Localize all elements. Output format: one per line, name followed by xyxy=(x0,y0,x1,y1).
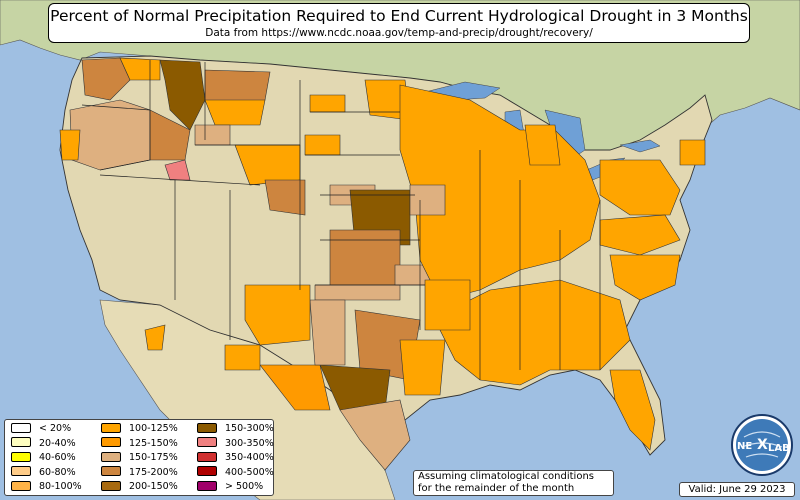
legend-item: 150-175% xyxy=(101,451,178,464)
legend-label: 20-40% xyxy=(39,437,76,449)
region-or-coast xyxy=(59,129,81,161)
legend-item: 400-500% xyxy=(197,466,274,479)
legend-label: 150-175% xyxy=(129,452,178,463)
legend-item: < 20% xyxy=(11,422,72,435)
legend-swatch xyxy=(197,466,217,476)
region-co xyxy=(264,179,306,216)
legend-label: 200-150% xyxy=(129,481,178,492)
legend-item: 80-100% xyxy=(11,480,82,493)
logo-text-right: LAB xyxy=(768,443,790,454)
legend-item: 300-350% xyxy=(197,437,274,450)
legend-item: 150-300% xyxy=(197,422,274,435)
climatology-note: Assuming climatological conditions for t… xyxy=(413,470,614,496)
legend-item: 350-400% xyxy=(197,451,274,464)
legend-swatch xyxy=(101,437,121,447)
region-montana-c xyxy=(204,99,266,126)
region-florida xyxy=(609,369,656,451)
logo-x-mark: X xyxy=(757,437,768,453)
legend-item: 20-40% xyxy=(11,437,76,450)
region-ny xyxy=(679,139,706,166)
legend-item: 60-80% xyxy=(11,466,76,479)
lake-ontario xyxy=(619,139,661,153)
legend-swatch xyxy=(197,480,217,491)
legend-label: 400-500% xyxy=(225,466,274,478)
legend: < 20% 20-40% 40-60% 60-80% 80-100% 100-125% 12… xyxy=(4,419,274,496)
drought-regions xyxy=(59,57,706,471)
region-ar xyxy=(424,279,471,331)
legend-label: < 20% xyxy=(39,423,72,434)
region-ca-s xyxy=(144,324,166,351)
legend-swatch xyxy=(11,437,31,447)
legend-swatch xyxy=(11,466,31,476)
legend-label: 100-125% xyxy=(129,423,178,434)
region-tx-s xyxy=(339,399,411,471)
logo-text-left: NE xyxy=(737,441,752,452)
region-mi xyxy=(524,124,561,166)
region-ks xyxy=(329,229,401,286)
legend-label: 350-400% xyxy=(225,452,274,463)
legend-label: 300-350% xyxy=(225,437,274,449)
region-east-pa xyxy=(599,159,681,216)
region-nd xyxy=(309,94,346,113)
legend-item: 125-150% xyxy=(101,437,178,450)
legend-swatch xyxy=(101,480,121,491)
legend-item: 100-125% xyxy=(101,422,178,435)
legend-swatch xyxy=(101,422,121,433)
legend-swatch xyxy=(11,451,31,462)
note-line-1: Assuming climatological conditions xyxy=(418,471,594,482)
legend-item: > 500% xyxy=(197,480,264,493)
legend-label: 125-150% xyxy=(129,437,178,449)
region-tx-e xyxy=(399,339,446,396)
legend-swatch xyxy=(197,451,217,462)
legend-item: 200-150% xyxy=(101,480,178,493)
region-sw-orange xyxy=(244,284,311,346)
legend-swatch xyxy=(11,480,31,491)
region-oregon xyxy=(69,99,151,171)
region-ia xyxy=(409,184,446,216)
region-wyoming xyxy=(194,124,231,146)
map-subtitle: Data from https://www.ncdc.noaa.gov/temp… xyxy=(205,27,593,39)
legend-label: 60-80% xyxy=(39,466,76,478)
map-title: Percent of Normal Precipitation Required… xyxy=(50,7,748,25)
region-tx-w xyxy=(259,364,331,411)
region-ok xyxy=(314,284,401,301)
legend-label: 80-100% xyxy=(39,481,82,492)
legend-label: 40-60% xyxy=(39,452,76,463)
legend-label: > 500% xyxy=(225,481,264,492)
legend-label: 150-300% xyxy=(225,423,274,434)
legend-swatch xyxy=(197,422,217,433)
region-nc xyxy=(609,254,681,301)
region-wa-cascades xyxy=(81,57,131,101)
legend-item: 40-60% xyxy=(11,451,76,464)
legend-label: 175-200% xyxy=(129,466,178,478)
region-az xyxy=(224,344,261,371)
legend-item: 175-200% xyxy=(101,466,178,479)
legend-swatch xyxy=(101,451,121,462)
region-idaho-pink xyxy=(164,159,191,181)
state-borders xyxy=(81,60,601,380)
legend-swatch xyxy=(11,422,31,433)
legend-swatch xyxy=(197,437,217,447)
title-box: Percent of Normal Precipitation Required… xyxy=(48,3,750,43)
note-line-2: for the remainder of the month xyxy=(418,483,575,494)
valid-date: Valid: June 29 2023 xyxy=(679,482,795,497)
nexlab-globe-logo: NE X LAB xyxy=(731,414,793,476)
region-nm xyxy=(309,299,346,366)
legend-swatch xyxy=(101,466,121,476)
region-sd xyxy=(304,134,341,156)
